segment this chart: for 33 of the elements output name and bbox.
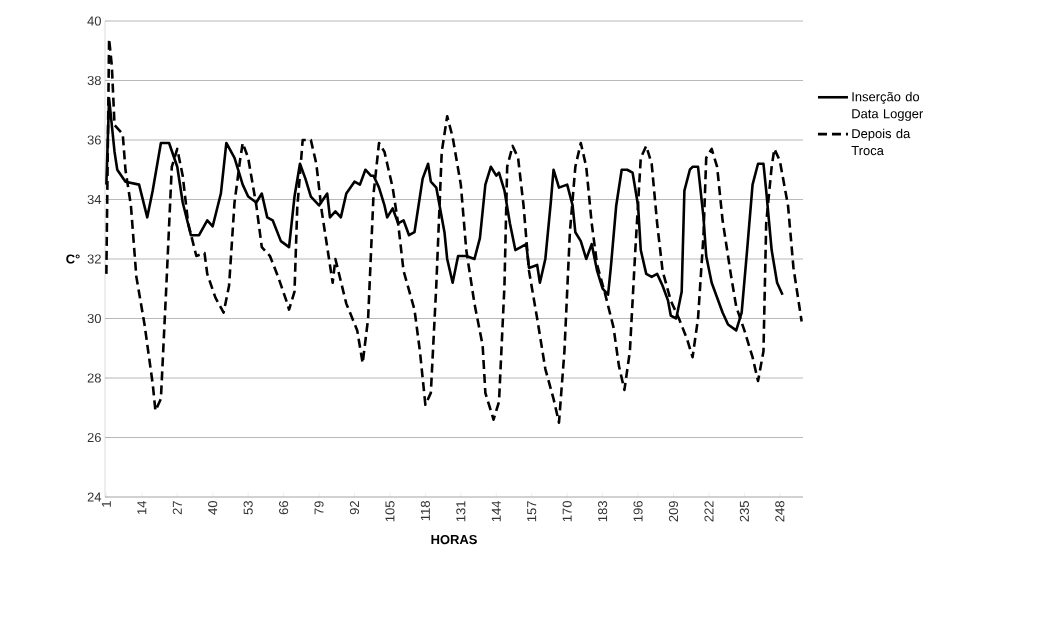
x-tick-label: 27 [172,501,182,515]
y-tick-label: 34 [87,194,102,205]
x-tick-label: 53 [243,501,253,515]
y-tick-label: 38 [87,75,101,86]
legend-label: Depois da Troca [851,128,911,156]
y-axis-title: C° [66,254,80,264]
x-tick-label: 14 [137,500,147,514]
x-axis-title: HORAS [431,534,477,545]
x-tick-label: 183 [598,501,608,522]
y-tick-label: 26 [87,432,101,443]
x-tick-label: 66 [279,501,289,515]
x-tick-label: 170 [562,501,572,522]
x-tick-label: 1 [101,501,111,507]
x-tick-label: 144 [491,500,501,522]
x-tick-label: 105 [385,501,395,522]
y-tick-label: 30 [87,313,101,324]
y-tick-label: 32 [87,254,101,264]
x-tick-label: 92 [349,501,360,515]
legend-label: Inserção do Data Logger [852,91,924,121]
x-tick-label: 209 [668,501,679,522]
x-tick-label: 118 [420,501,430,521]
x-tick-label: 248 [775,501,785,522]
x-tick-label: 131 [456,501,466,522]
y-tick-label: 28 [87,373,101,383]
x-tick-label: 235 [739,501,749,522]
x-tick-label: 79 [314,501,324,515]
x-tick-label: 222 [704,501,714,522]
x-tick-label: 196 [633,501,643,522]
y-tick-label: 36 [87,135,101,145]
y-tick-label: 24 [87,492,102,502]
x-tick-label: 157 [527,501,537,522]
y-tick-label: 40 [87,16,101,26]
x-tick-label: 40 [208,501,218,515]
